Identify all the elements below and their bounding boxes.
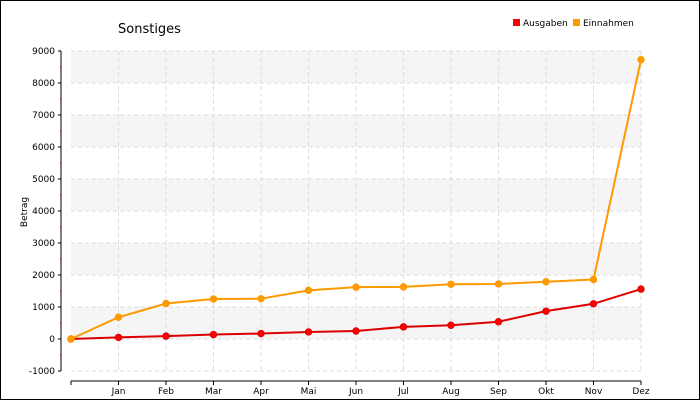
data-point-einnahmen — [542, 278, 550, 286]
y-tick-label: 6000 — [32, 143, 55, 153]
y-tick-label: -1000 — [29, 367, 55, 377]
legend: Ausgaben Einnahmen — [513, 19, 634, 29]
y-tick-label: 1000 — [32, 303, 55, 313]
legend-label-ausgaben: Ausgaben — [523, 19, 568, 29]
data-point-ausgaben — [494, 318, 503, 326]
legend-label-einnahmen: Einnahmen — [583, 19, 634, 29]
data-point-ausgaben — [542, 307, 550, 315]
x-tick-label: Mar — [205, 387, 222, 397]
y-tick-label: 3000 — [32, 239, 55, 249]
x-tick-label: Mai — [301, 387, 317, 397]
data-point-ausgaben — [447, 321, 455, 329]
chart-title: Sonstiges — [118, 22, 181, 37]
data-point-einnahmen — [399, 283, 408, 291]
data-point-einnahmen — [257, 294, 265, 303]
x-tick-label: Feb — [158, 387, 174, 397]
x-tick-label: Sep — [490, 387, 507, 397]
data-point-einnahmen — [494, 280, 503, 288]
data-point-einnahmen — [637, 55, 645, 64]
data-point-einnahmen — [162, 299, 170, 308]
data-point-einnahmen — [67, 335, 75, 343]
data-point-einnahmen — [589, 275, 598, 284]
data-point-ausgaben — [114, 333, 123, 342]
axes — [58, 50, 642, 385]
y-tick-label: 8000 — [32, 79, 55, 89]
y-tick-labels: -1000 0 1000 2000 3000 4000 5000 6000 7000 8000 90… — [29, 47, 55, 377]
data-point-einnahmen — [114, 313, 123, 321]
x-tick-label: Jul — [397, 387, 409, 397]
data-point-ausgaben — [399, 323, 408, 331]
x-tick-label: Jan — [111, 387, 126, 397]
y-tick-label: 2000 — [32, 271, 55, 281]
data-point-einnahmen — [304, 286, 313, 295]
x-tick-label: Aug — [442, 387, 460, 397]
data-point-einnahmen — [447, 280, 455, 288]
x-tick-label: Okt — [538, 387, 554, 397]
y-tick-label: 7000 — [32, 111, 55, 121]
x-tick-label: Nov — [585, 387, 603, 397]
data-point-ausgaben — [209, 330, 218, 339]
y-tick-label: 0 — [49, 335, 55, 345]
data-point-einnahmen — [209, 295, 218, 303]
series-group — [67, 55, 645, 343]
legend-swatch-einnahmen — [573, 19, 580, 26]
data-point-ausgaben — [162, 332, 170, 340]
data-point-ausgaben — [257, 329, 265, 338]
y-tick-label: 9000 — [32, 47, 55, 57]
data-point-einnahmen — [352, 283, 360, 291]
data-point-ausgaben — [304, 328, 313, 336]
data-point-ausgaben — [589, 300, 598, 308]
x-tick-label: Jun — [348, 387, 363, 397]
data-point-ausgaben — [352, 327, 360, 335]
x-tick-label: Dez — [632, 387, 649, 397]
x-tick-label: Apr — [253, 387, 269, 397]
x-tick-labels: Jan Feb Mar Apr Mai Jun Jul Aug Sep Okt Nov Dez — [111, 387, 650, 397]
legend-swatch-ausgaben — [513, 19, 520, 26]
y-axis-label: Betrag — [20, 197, 30, 227]
y-tick-label: 5000 — [32, 175, 55, 185]
y-tick-label: 4000 — [32, 207, 55, 217]
data-point-ausgaben — [637, 285, 645, 293]
